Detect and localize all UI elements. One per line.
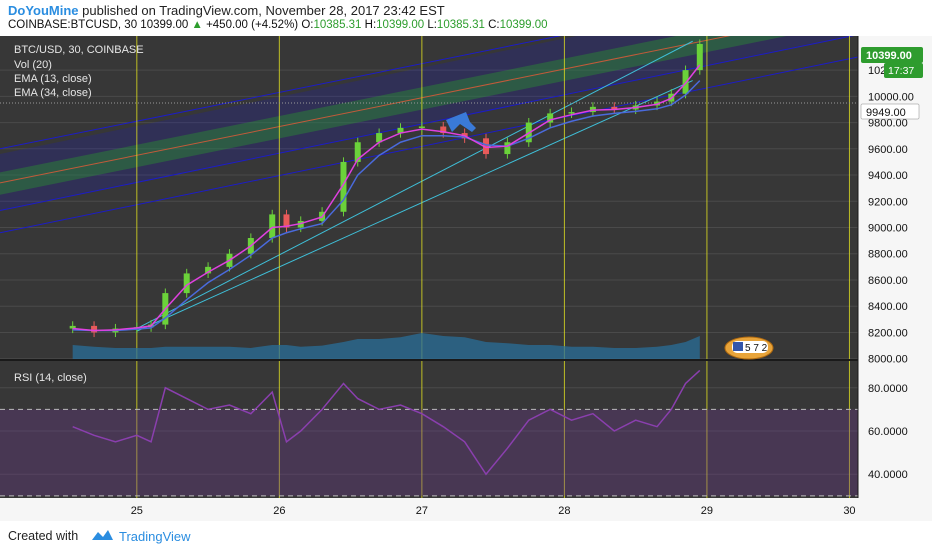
candle <box>483 138 490 155</box>
candle <box>91 325 98 333</box>
rsi-band <box>0 409 858 496</box>
legend-ema13[interactable]: EMA (13, close) <box>14 73 92 85</box>
publish-info: published on TradingView.com, November 2… <box>82 3 445 18</box>
candle <box>696 44 703 71</box>
x-tick-label: 30 <box>843 505 855 517</box>
x-tick-label: 29 <box>701 505 713 517</box>
candle <box>418 126 425 129</box>
rsi-line <box>72 369 701 476</box>
candle <box>354 142 361 162</box>
candle <box>547 113 554 123</box>
candle <box>682 70 689 94</box>
rsi-tick-label: 80.0000 <box>868 383 908 395</box>
chart-area[interactable]: 8000.00 8200.00 8400.00 8600.00 8800.00 9000.… <box>0 0 932 521</box>
y-tick-label: 9200.00 <box>868 196 908 208</box>
x-tick-label: 26 <box>273 505 285 517</box>
tradingview-brand-link[interactable]: TradingView <box>119 529 191 544</box>
created-with-label: Created with <box>8 529 79 543</box>
candle <box>340 161 347 212</box>
volume-area <box>72 333 700 360</box>
ohlc-line: COINBASE:BTCUSD, 30 10399.00 ▲ +450.00 (… <box>8 19 548 31</box>
candle <box>269 214 276 239</box>
x-tick-label: 25 <box>131 505 143 517</box>
trend-line <box>136 40 693 329</box>
legend-volume[interactable]: Vol (20) <box>14 59 52 71</box>
y-tick-label: 8000.00 <box>868 354 908 366</box>
countdown-text: 17:37 <box>888 65 914 77</box>
candle <box>69 325 76 329</box>
last-price: 10399.00 <box>140 19 189 31</box>
up-triangle-icon: ▲ <box>191 19 203 31</box>
candle <box>376 133 383 143</box>
trend-line <box>136 80 693 332</box>
candle <box>397 127 404 134</box>
y-tick-label: 9400.00 <box>868 170 908 182</box>
y-tick-label: 8600.00 <box>868 275 908 287</box>
candle <box>183 273 190 294</box>
open-value: 10385.31 <box>313 19 362 31</box>
rsi-tick-label: 40.0000 <box>868 469 908 481</box>
symbol-label: COINBASE:BTCUSD, 30 <box>8 19 138 31</box>
y-tick-label: 8400.00 <box>868 301 908 313</box>
y-tick-label: 8200.00 <box>868 327 908 339</box>
tradingview-cloud-icon <box>88 527 114 548</box>
badge-text: 5 7 2 <box>745 343 768 354</box>
candle <box>568 112 575 114</box>
open-label: O: <box>301 19 314 31</box>
publish-line: DoYouMine published on TradingView.com, … <box>8 3 445 18</box>
legend-rsi[interactable]: RSI (14, close) <box>14 372 87 384</box>
channel-line <box>0 34 859 211</box>
legend-ema34[interactable]: EMA (34, close) <box>14 87 92 99</box>
y-tick-label: 10000.00 <box>868 91 914 103</box>
flag-badge[interactable]: 5 7 2 <box>724 336 774 360</box>
annotation-arrow[interactable] <box>446 112 476 132</box>
candle <box>205 266 212 274</box>
candle <box>440 126 447 134</box>
rsi-tick-label: 60.0000 <box>868 426 908 438</box>
horizontal-line-tag[interactable]: 9949.00 <box>860 103 920 120</box>
channel-green-band <box>0 0 858 195</box>
y-tick-label: 8800.00 <box>868 249 908 261</box>
price-chart[interactable]: 8000.00 8200.00 8400.00 8600.00 8800.00 9000.… <box>0 0 932 521</box>
footer: Created with TradingView <box>0 521 932 550</box>
legend-title: BTC/USD, 30, COINBASE <box>14 44 144 56</box>
last-price-tag-text: 10399.00 <box>866 50 912 62</box>
change-value: +450.00 (+4.52%) <box>206 19 299 31</box>
candle <box>283 214 290 228</box>
chart-header: DoYouMine published on TradingView.com, … <box>0 0 932 36</box>
close-value: 10399.00 <box>499 19 548 31</box>
last-price-tag: 10399.00 17:37 <box>861 47 923 78</box>
x-tick-label: 27 <box>416 505 428 517</box>
plot-background <box>0 36 858 498</box>
low-value: 10385.31 <box>436 19 485 31</box>
flag-icon <box>733 342 743 351</box>
y-tick-label: 9800.00 <box>868 118 908 130</box>
author-link[interactable]: DoYouMine <box>8 3 79 18</box>
y-tick-label: 9600.00 <box>868 144 908 156</box>
x-tick-label: 28 <box>558 505 570 517</box>
low-label: L: <box>427 19 437 31</box>
channel-median-line <box>0 9 859 184</box>
candle <box>611 106 618 110</box>
ema34-line <box>72 80 701 332</box>
ema13-line <box>72 64 701 332</box>
close-label: C: <box>488 19 500 31</box>
y-tick-label: 9000.00 <box>868 223 908 235</box>
candle <box>504 142 511 155</box>
high-label: H: <box>364 19 377 31</box>
channel-line <box>0 56 859 234</box>
high-value: 10399.00 <box>376 19 425 31</box>
horizontal-line-tag-text: 9949.00 <box>866 107 906 119</box>
